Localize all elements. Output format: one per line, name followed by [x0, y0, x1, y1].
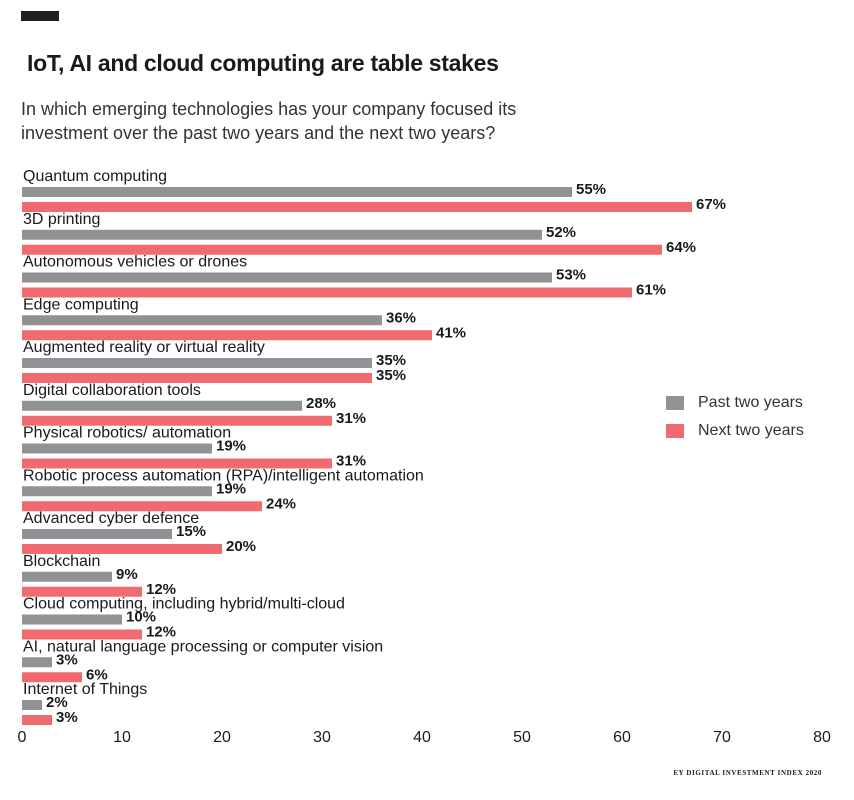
- value-label-past: 2%: [46, 694, 68, 711]
- x-tick-label: 50: [513, 729, 531, 746]
- value-label-past: 9%: [116, 566, 138, 583]
- category-label: Robotic process automation (RPA)/intelli…: [23, 467, 424, 484]
- category-label: Quantum computing: [23, 168, 167, 185]
- category-label: Advanced cyber defence: [23, 510, 199, 527]
- bar-past-two-years: [22, 400, 302, 411]
- bar-next-two-years: [22, 501, 262, 512]
- value-label-next: 61%: [636, 282, 666, 299]
- value-label-next: 35%: [376, 367, 406, 384]
- bar-next-two-years: [22, 202, 692, 212]
- category-label: Internet of Things: [23, 681, 147, 698]
- legend-item-past: Past two years: [666, 389, 804, 417]
- bar-next-two-years: [22, 629, 142, 640]
- legend-item-next: Next two years: [666, 417, 804, 445]
- bar-past-two-years: [22, 187, 572, 197]
- x-tick-label: 30: [313, 729, 331, 746]
- category-label: AI, natural language processing or compu…: [23, 638, 383, 655]
- bar-past-two-years: [22, 614, 122, 625]
- chart-subtitle: In which emerging technologies has your …: [21, 99, 517, 143]
- value-label-past: 3%: [56, 651, 78, 668]
- x-tick-label: 80: [813, 729, 831, 746]
- bar-next-two-years: [22, 458, 332, 469]
- bar-next-two-years: [22, 415, 332, 426]
- category-label: Physical robotics/ automation: [23, 425, 231, 442]
- value-label-past: 10%: [126, 609, 156, 626]
- bar-past-two-years: [22, 657, 52, 668]
- value-label-next: 3%: [56, 709, 78, 726]
- bar-next-two-years: [22, 586, 142, 597]
- value-label-next: 24%: [266, 495, 296, 512]
- value-label-past: 15%: [176, 523, 206, 540]
- bar-next-two-years: [22, 244, 662, 255]
- value-label-past: 36%: [386, 309, 416, 326]
- value-label-next: 41%: [436, 324, 466, 341]
- bar-past-two-years: [22, 486, 212, 497]
- legend-label-next: Next two years: [698, 422, 804, 439]
- value-label-next: 6%: [86, 666, 108, 683]
- bar-past-two-years: [22, 571, 112, 582]
- value-label-past: 55%: [576, 181, 606, 198]
- source-note: EY DIGITAL INVESTMENT INDEX 2020: [673, 769, 822, 777]
- bar-past-two-years: [22, 443, 212, 454]
- bar-next-two-years: [22, 287, 632, 298]
- value-label-past: 19%: [216, 480, 246, 497]
- legend-swatch-next: [666, 424, 684, 438]
- value-label-next: 64%: [666, 239, 696, 256]
- category-label: Blockchain: [23, 553, 100, 570]
- x-tick-label: 20: [213, 729, 231, 746]
- value-label-past: 52%: [546, 224, 576, 241]
- bar-next-two-years: [22, 715, 52, 725]
- bar-past-two-years: [22, 229, 542, 240]
- value-label-past: 35%: [376, 352, 406, 369]
- chart-title: IoT, AI and cloud computing are table st…: [27, 50, 499, 76]
- value-label-past: 53%: [556, 267, 586, 284]
- value-label-next: 67%: [696, 196, 726, 213]
- value-label-next: 31%: [336, 453, 366, 470]
- x-tick-label: 40: [413, 729, 431, 746]
- value-label-past: 19%: [216, 438, 246, 455]
- value-label-past: 28%: [306, 395, 336, 412]
- category-label: Cloud computing, including hybrid/multi-…: [23, 596, 345, 613]
- bar-past-two-years: [22, 315, 382, 326]
- bar-past-two-years: [22, 358, 372, 368]
- value-label-next: 12%: [146, 624, 176, 641]
- category-label: Edge computing: [23, 296, 139, 313]
- legend: Past two years Next two years: [666, 389, 804, 445]
- category-label: Digital collaboration tools: [23, 382, 201, 399]
- legend-swatch-past: [666, 396, 684, 410]
- category-label: Autonomous vehicles or drones: [23, 254, 247, 271]
- bar-past-two-years: [22, 529, 172, 539]
- bar-past-two-years: [22, 700, 42, 710]
- bar-next-two-years: [22, 330, 432, 341]
- legend-label-past: Past two years: [698, 394, 803, 411]
- value-label-next: 20%: [226, 538, 256, 555]
- x-tick-label: 0: [18, 729, 27, 746]
- value-label-next: 31%: [336, 410, 366, 427]
- header-accent-bar: [21, 11, 59, 21]
- category-label: 3D printing: [23, 211, 100, 228]
- x-tick-label: 60: [613, 729, 631, 746]
- bar-next-two-years: [22, 544, 222, 554]
- bar-past-two-years: [22, 272, 552, 283]
- category-label: Augmented reality or virtual reality: [23, 339, 265, 356]
- x-tick-label: 70: [713, 729, 731, 746]
- value-label-next: 12%: [146, 581, 176, 598]
- x-tick-label: 10: [113, 729, 131, 746]
- bar-next-two-years: [22, 373, 372, 383]
- bar-next-two-years: [22, 672, 82, 683]
